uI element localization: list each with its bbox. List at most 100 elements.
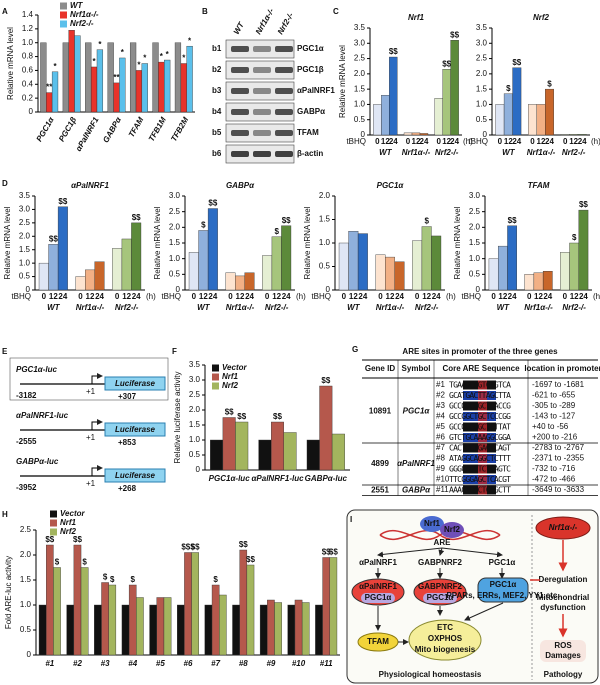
table-header: Gene ID xyxy=(365,364,395,373)
chart-title: αPalNRF1 xyxy=(71,181,109,190)
y-tick-label: 0 xyxy=(476,285,481,294)
factor-oval xyxy=(420,516,444,532)
time-label: 0 xyxy=(563,137,568,146)
y-tick-label: 1.5 xyxy=(476,84,488,93)
time-label: 0 xyxy=(436,137,441,146)
legend-label: WT xyxy=(70,1,84,10)
time-label: 12 xyxy=(236,292,245,301)
bar xyxy=(128,584,137,656)
bar xyxy=(141,63,148,113)
band xyxy=(275,130,293,136)
bar xyxy=(94,261,105,291)
significance-label: $$ xyxy=(225,408,234,417)
y-tick-label: 1.2 xyxy=(22,24,34,33)
band xyxy=(275,151,293,157)
significance-label: $ xyxy=(103,573,108,582)
core-highlight-red xyxy=(478,401,487,411)
bar xyxy=(121,238,132,291)
time-label: 0 xyxy=(498,137,503,146)
bar xyxy=(512,67,522,136)
chart-title: GABPα xyxy=(226,181,255,190)
luciferase-box xyxy=(104,422,166,437)
y-tick-label: 2.0 xyxy=(20,550,32,559)
time-label: 12 xyxy=(86,292,95,301)
x-tick-label: WT xyxy=(197,303,211,312)
significance-label: $ xyxy=(82,558,87,567)
y-tick-label: 1.5 xyxy=(469,238,481,247)
significance-label: $ xyxy=(274,227,279,236)
treatment-label: tBHQ xyxy=(346,137,366,146)
knockout-oval xyxy=(535,516,591,540)
bar xyxy=(85,269,95,291)
protein-label: PGC1β xyxy=(297,65,324,74)
significance-label: $$ xyxy=(246,555,255,564)
y-tick-label: 0.8 xyxy=(22,52,34,61)
y-tick-label: 2.5 xyxy=(20,525,32,534)
gene-id: 4899 xyxy=(371,459,389,468)
bar xyxy=(357,233,368,291)
end-label: +853 xyxy=(118,438,137,447)
pathway-text: Nrf2 xyxy=(444,525,461,534)
arrow xyxy=(438,547,445,556)
bar xyxy=(232,604,240,656)
x-tick-label: #9 xyxy=(266,659,275,668)
tss-label: +1 xyxy=(86,479,96,488)
y-tick-label: 3.0 xyxy=(354,38,366,47)
location: -305 to -289 xyxy=(532,401,576,410)
time-label: 0 xyxy=(265,292,270,301)
significance-label: $$ xyxy=(389,47,398,56)
row-id: b4 xyxy=(212,107,222,116)
bar xyxy=(46,92,53,113)
legend-swatch xyxy=(60,2,67,10)
legend-label: Vector xyxy=(222,363,247,372)
dna xyxy=(379,529,501,541)
row-id: b5 xyxy=(212,128,222,137)
y-tick-label: 1.5 xyxy=(319,215,331,224)
significance-label: * xyxy=(143,54,147,63)
pathway-text: Nrf1α-/- xyxy=(549,523,578,532)
bar xyxy=(180,63,187,113)
bar xyxy=(51,71,59,113)
location: -732 to -716 xyxy=(532,464,576,473)
legend-swatch xyxy=(212,364,219,372)
sequence: AAACTGACTCAGCTT xyxy=(449,486,511,495)
bar xyxy=(403,132,413,136)
bar xyxy=(412,240,423,291)
y-axis-label: Fold ARE-luc activity xyxy=(4,556,13,629)
significance-label: $$ xyxy=(282,216,291,225)
bar xyxy=(108,584,117,656)
pathway-text: ETC xyxy=(437,623,453,632)
pathway-text: Physiological homeostasis xyxy=(379,670,482,679)
pathway-text: PGC1α xyxy=(490,580,517,589)
time-label: 12 xyxy=(386,292,395,301)
location: -621 to -655 xyxy=(532,391,576,400)
y-tick-label: 1.0 xyxy=(476,100,488,109)
luciferase-box xyxy=(104,468,166,483)
x-tick-label: TFB1M xyxy=(147,115,168,143)
y-tick-label: 2.0 xyxy=(319,191,331,200)
y-tick-label: 0.5 xyxy=(354,115,366,124)
location: -2371 to -2355 xyxy=(532,454,585,463)
y-tick-label: 1.5 xyxy=(19,245,31,254)
x-tick-label: αPalNRF1-luc xyxy=(251,474,304,483)
x-tick-label: #10 xyxy=(292,659,306,668)
significance-label: $$ xyxy=(273,412,282,421)
time-label: 0 xyxy=(527,292,532,301)
bar xyxy=(381,95,390,136)
y-tick-label: 1.0 xyxy=(319,238,331,247)
pathway-text: PGC1α xyxy=(489,558,516,567)
unit-label: (h) xyxy=(593,292,600,301)
legend-swatch xyxy=(60,11,67,19)
bar xyxy=(389,56,398,136)
legend-swatch xyxy=(60,20,67,28)
y-tick-label: 0.5 xyxy=(476,115,488,124)
y-tick-label: 2.0 xyxy=(354,69,366,78)
bar xyxy=(274,602,282,656)
time-label: 12 xyxy=(442,137,451,146)
protein-label: β-actin xyxy=(297,149,323,158)
bar xyxy=(40,42,47,113)
bar xyxy=(186,45,193,113)
bar xyxy=(62,42,69,113)
time-label: 0 xyxy=(491,292,496,301)
